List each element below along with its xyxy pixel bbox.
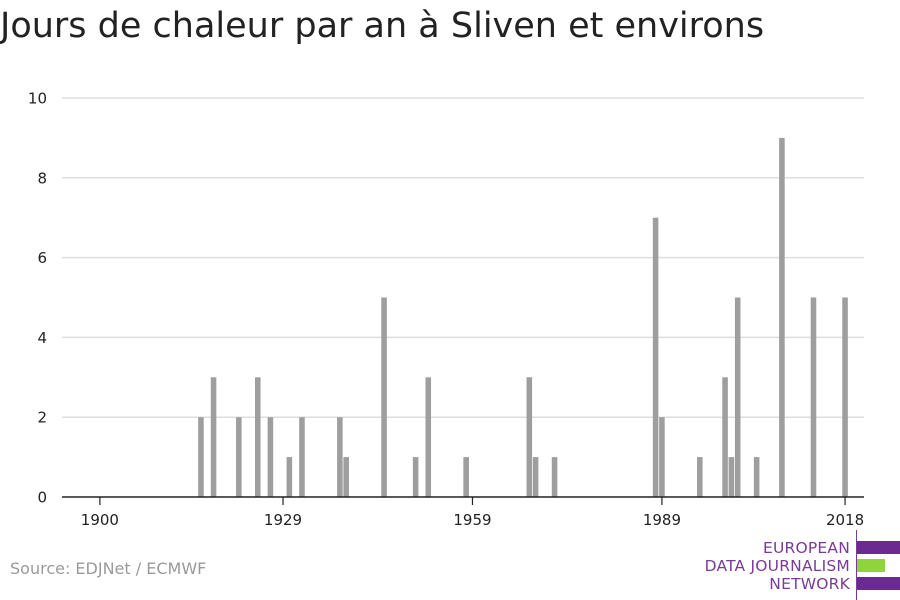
bar-1925	[254, 377, 261, 497]
x-tick-label-1959: 1959	[453, 511, 491, 529]
bar-1968	[526, 377, 533, 497]
edjnet-logo: EUROPEAN DATA JOURNALISM NETWORK	[700, 530, 900, 600]
bar-1999	[722, 377, 728, 497]
bar-2008	[779, 137, 785, 497]
bar-1916	[198, 417, 204, 497]
bar-2004	[753, 457, 760, 497]
y-tick-label-6: 6	[37, 249, 47, 267]
bar-1969	[532, 457, 539, 497]
bar-2000	[728, 457, 735, 497]
bar-1922	[236, 417, 242, 497]
logo-bar-green	[857, 559, 885, 572]
logo-text-line2: DATA JOURNALISM	[704, 557, 850, 575]
grid-layer	[62, 97, 864, 418]
bar-1988	[652, 217, 659, 497]
logo-text-line1: EUROPEAN	[762, 539, 850, 557]
y-tick-label-10: 10	[28, 90, 47, 108]
x-tick-label-1900: 1900	[81, 511, 119, 529]
bar-1930	[286, 457, 293, 497]
bar-2013	[810, 297, 817, 497]
bar-1945	[381, 297, 387, 497]
bar-1958	[463, 457, 469, 497]
bar-layer	[198, 137, 848, 497]
logo-text-line3: NETWORK	[769, 575, 850, 593]
source-note: Source: EDJNet / ECMWF	[10, 559, 207, 578]
bar-1972	[551, 457, 558, 497]
logo-bar-purple-top	[857, 541, 900, 554]
logo-bar-purple-bottom	[857, 577, 900, 590]
chart-title: Jours de chaleur par an à Sliven et envi…	[0, 6, 765, 46]
axis-layer: 0 2 4 6 8 10 1900 1929 1959 1989 2018	[28, 90, 864, 530]
y-tick-label-4: 4	[37, 329, 47, 347]
x-tick-label-1929: 1929	[264, 511, 302, 529]
bar-2001	[734, 297, 741, 497]
bar-1932	[299, 417, 305, 497]
bar-1939	[343, 457, 349, 497]
y-tick-label-0: 0	[37, 489, 47, 507]
bar-1995	[697, 457, 703, 497]
bar-1950	[412, 457, 419, 497]
y-tick-label-8: 8	[37, 169, 47, 187]
bar-1918	[210, 377, 217, 497]
bar-1989	[659, 417, 665, 497]
bar-2018	[842, 297, 848, 497]
bar-1952	[425, 377, 432, 497]
x-tick-label-1989: 1989	[643, 511, 681, 529]
bar-1927	[267, 417, 274, 497]
bar-1938	[337, 417, 343, 497]
x-tick-label-2018: 2018	[826, 511, 864, 529]
logo-divider	[856, 530, 857, 600]
y-tick-label-2: 2	[37, 409, 47, 427]
